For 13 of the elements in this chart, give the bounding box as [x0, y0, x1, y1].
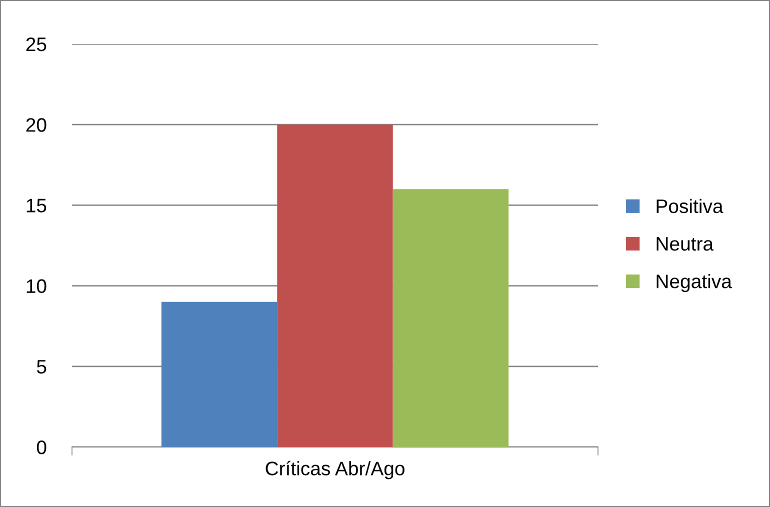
y-tick-label: 20 [26, 118, 46, 132]
bar [277, 124, 393, 447]
y-tick-label: 10 [26, 279, 46, 294]
bar [392, 189, 509, 447]
y-tick-label: 15 [26, 198, 46, 212]
legend-label: Neutra [656, 237, 714, 251]
y-tick-label: 5 [36, 360, 46, 374]
legend-label: Negativa [656, 274, 732, 292]
x-tick-label: Críticas Abr/Ago [266, 460, 404, 480]
bar [161, 302, 278, 447]
y-tick-label: 25 [26, 37, 46, 52]
legend-label: Positiva [656, 198, 724, 214]
y-tick-label: 0 [36, 440, 46, 454]
